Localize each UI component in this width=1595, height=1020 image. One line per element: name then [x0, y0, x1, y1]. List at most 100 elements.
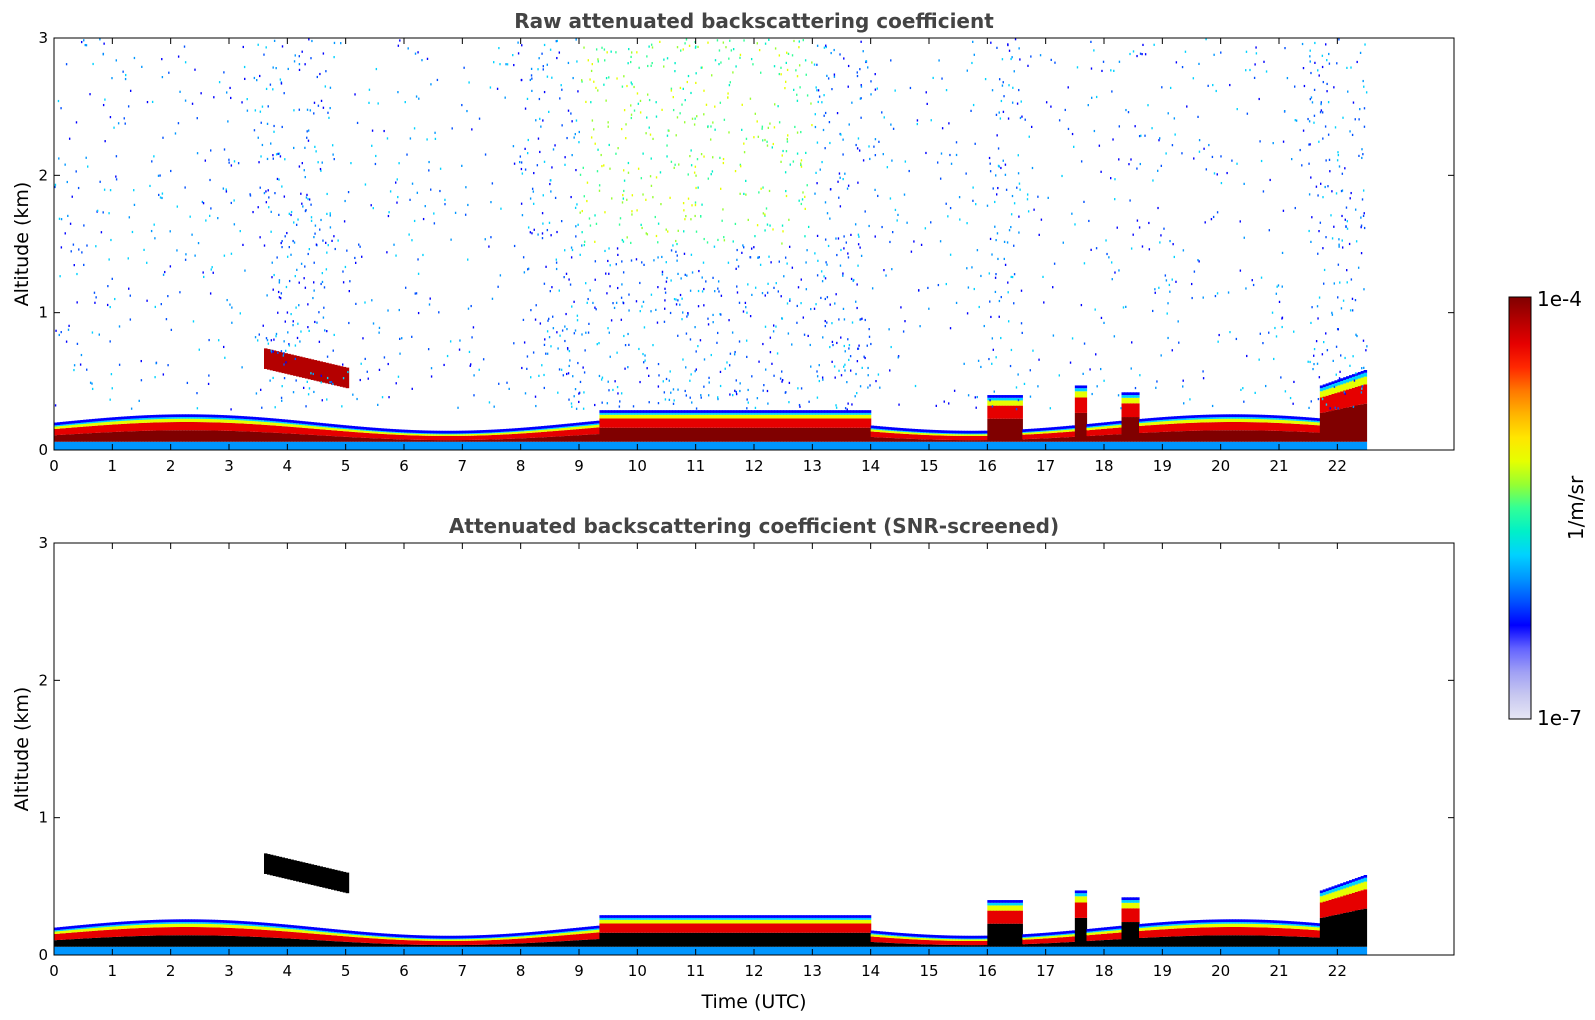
heatmap-cell — [748, 441, 752, 450]
heatmap-cell — [185, 430, 189, 442]
heatmap-cell — [62, 428, 67, 435]
heatmap-cell — [631, 441, 636, 450]
heatmap-cell — [552, 441, 557, 450]
heatmap-cell — [256, 79, 258, 82]
heatmap-cell — [1095, 425, 1099, 428]
heatmap-cell — [734, 169, 737, 173]
heatmap-cell — [1051, 429, 1056, 431]
heatmap-cell — [226, 441, 230, 450]
heatmap-cell — [342, 366, 347, 388]
heatmap-cell — [154, 305, 157, 309]
heatmap-cell — [1198, 139, 1201, 142]
heatmap-cell — [990, 315, 992, 319]
heatmap-cell — [612, 302, 614, 305]
heatmap-cell — [1171, 420, 1175, 424]
heatmap-cell — [150, 419, 154, 423]
heatmap-cell — [583, 195, 585, 198]
heatmap-cell — [802, 316, 805, 319]
heatmap-cell — [631, 427, 636, 442]
heatmap-cell — [1333, 86, 1335, 89]
heatmap-cell — [557, 347, 559, 350]
heatmap-cell — [177, 122, 180, 125]
heatmap-cell — [1071, 425, 1076, 429]
heatmap-cell — [826, 427, 831, 442]
heatmap-cell — [456, 441, 461, 450]
heatmap-cell — [304, 175, 306, 179]
heatmap-cell — [244, 269, 246, 272]
heatmap-cell — [1151, 127, 1153, 130]
heatmap-cell — [672, 402, 675, 405]
heatmap-cell — [115, 431, 119, 442]
heatmap-cell — [532, 351, 535, 354]
heatmap-cell — [1309, 60, 1311, 63]
heatmap-cell — [102, 211, 104, 214]
heatmap-cell — [551, 76, 553, 79]
heatmap-cell — [457, 406, 459, 409]
heatmap-cell — [807, 334, 809, 338]
heatmap-cell — [1092, 426, 1096, 428]
heatmap-cell — [1088, 219, 1090, 223]
heatmap-cell — [266, 294, 268, 297]
heatmap-cell — [681, 441, 685, 450]
heatmap-cell — [916, 119, 919, 122]
heatmap-cell — [471, 128, 473, 131]
heatmap-cell — [614, 410, 618, 413]
heatmap-cell — [784, 80, 787, 83]
heatmap-cell — [1220, 417, 1225, 419]
heatmap-cell — [868, 327, 870, 331]
heatmap-cell — [639, 111, 642, 114]
heatmap-cell — [529, 231, 532, 234]
heatmap-cell — [424, 434, 428, 436]
heatmap-cell — [293, 146, 295, 150]
heatmap-cell — [371, 431, 376, 434]
heatmap-cell — [1071, 428, 1076, 430]
heatmap-cell — [313, 425, 318, 427]
heatmap-cell — [328, 426, 332, 428]
heatmap-cell — [310, 359, 315, 380]
heatmap-cell — [949, 327, 952, 330]
heatmap-cell — [1319, 388, 1324, 392]
heatmap-cell — [240, 416, 245, 419]
heatmap-cell — [1095, 429, 1099, 436]
heatmap-cell — [89, 419, 93, 422]
heatmap-cell — [1158, 286, 1160, 289]
heatmap-cell — [996, 46, 998, 49]
heatmap-cell — [856, 71, 858, 74]
heatmap-cell — [141, 419, 146, 423]
heatmap-cell — [815, 410, 819, 413]
heatmap-cell — [813, 63, 816, 66]
heatmap-cell — [647, 64, 649, 68]
heatmap-cell — [1133, 441, 1137, 450]
heatmap-cell — [407, 47, 409, 50]
heatmap-cell — [719, 384, 722, 388]
heatmap-cell — [1308, 420, 1312, 422]
heatmap-cell — [1186, 105, 1188, 108]
heatmap-cell — [657, 441, 662, 450]
heatmap-cell — [1095, 423, 1099, 426]
heatmap-cell — [803, 427, 808, 442]
heatmap-cell — [226, 430, 230, 442]
heatmap-cell — [211, 419, 216, 423]
heatmap-cell — [1071, 441, 1076, 450]
heatmap-cell — [56, 434, 61, 442]
heatmap-cell — [546, 441, 551, 450]
heatmap-cell — [579, 435, 583, 442]
heatmap-cell — [858, 344, 860, 347]
heatmap-cell — [292, 324, 294, 327]
heatmap-cell — [1168, 420, 1172, 424]
heatmap-cell — [987, 397, 991, 401]
heatmap-cell — [631, 414, 636, 419]
heatmap-cell — [946, 439, 951, 442]
heatmap-cell — [624, 344, 627, 347]
heatmap-cell — [1358, 118, 1360, 121]
heatmap-cell — [818, 379, 821, 383]
heatmap-cell — [1243, 400, 1245, 403]
heatmap-cell — [272, 441, 277, 450]
heatmap-cell — [1031, 434, 1035, 439]
heatmap-cell — [1077, 391, 1082, 398]
heatmap-cell — [995, 113, 998, 116]
heatmap-cell — [751, 412, 755, 415]
heatmap-cell — [694, 326, 696, 329]
heatmap-cell — [351, 437, 356, 442]
heatmap-cell — [660, 418, 665, 428]
